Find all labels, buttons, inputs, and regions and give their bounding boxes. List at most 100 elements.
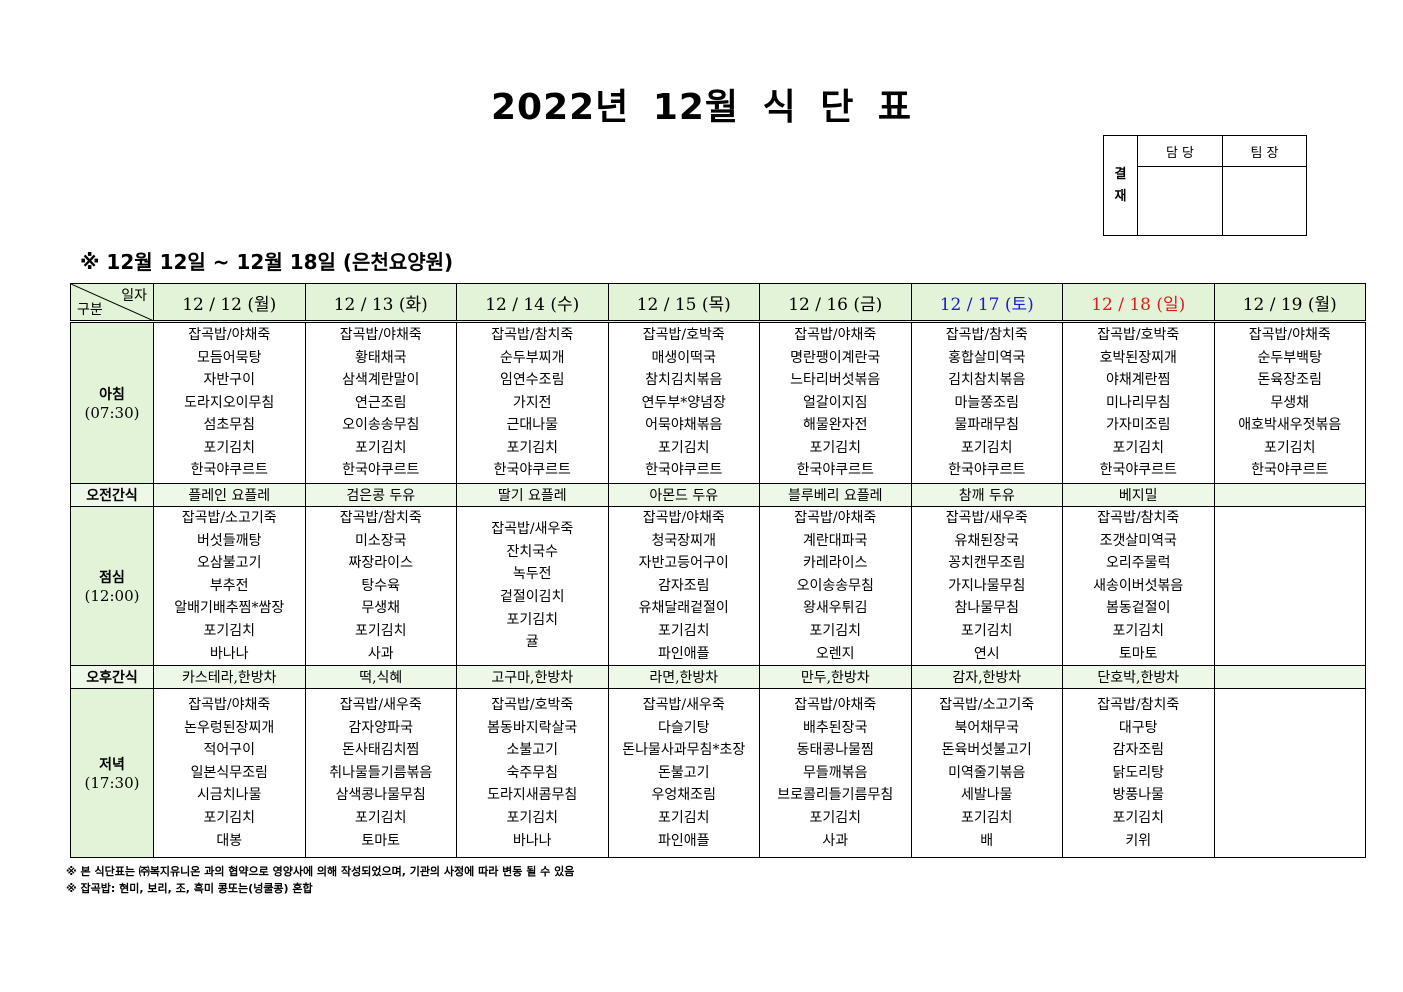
menu-item: 잡곡밥/야채죽: [794, 697, 877, 714]
footnotes: ※ 본 식단표는 ㈜복지유니온 과의 협약으로 영양사에 의해 작성되었으며, …: [66, 863, 574, 897]
dinner-row: 저녁 (17:30) 잡곡밥/야채죽 논우렁된장찌개 적어구이 일본식무조림 시금치나물 포기…: [70, 688, 1366, 859]
week-subtitle: ※ 12월 12일 ~ 12월 18일 (은천요양원): [80, 250, 454, 274]
lunch-label: 점심 (12:00): [70, 505, 154, 667]
lunch-row: 점심 (12:00) 잡곡밥/소고기죽 버섯들깨탕 오삼불고기 부추전 알배기배추찜*쌈장 포…: [70, 505, 1366, 667]
menu-item: 한국야쿠르트: [796, 462, 874, 479]
menu-item: 잡곡밥/새우죽: [339, 697, 422, 714]
meal-name: 오전간식: [86, 488, 138, 504]
menu-item: 연근조림: [354, 394, 407, 411]
snack-cell: 만두,한방차: [759, 665, 912, 690]
meal-time: (07:30): [84, 404, 140, 422]
approval-label-bottom: 재: [1114, 188, 1127, 204]
menu-cell: 잡곡밥/야채죽 순두부백탕 돈육장조림 무생채 애호박새우젓볶음 포기김치 한국야쿠르트: [1213, 321, 1366, 484]
menu-item: 토마토: [1118, 645, 1158, 662]
menu-item: 포기김치: [354, 810, 407, 827]
menu-table: 일자 구분 12 / 12 (월) 12 / 13 (화) 12 / 14 (수) 12 …: [70, 283, 1366, 859]
menu-item: 시금치나물: [197, 787, 262, 804]
menu-cell: 잡곡밥/호박죽 호박된장찌개 야채계란찜 미나리무침 가자미조림 포기김치 한국야쿠르트: [1062, 321, 1215, 484]
menu-cell: 잡곡밥/소고기죽 버섯들깨탕 오삼불고기 부추전 알배기배추찜*쌈장 포기김치 바나나: [153, 505, 306, 667]
menu-item: 연시: [973, 645, 1000, 662]
snack-cell: [1213, 665, 1366, 690]
menu-item: 바나나: [512, 832, 552, 849]
footnote: ※ 잡곡밥: 현미, 보리, 조, 흑미 콩또는(넝쿨콩) 혼합: [66, 882, 313, 895]
menu-item: 키위: [1125, 832, 1152, 849]
snack-cell: 블루베리 요플레: [759, 483, 912, 507]
menu-item: 삼색계란말이: [342, 372, 420, 389]
menu-item: 도라지새콤무침: [487, 787, 578, 804]
menu-item: 돈육장조림: [1257, 372, 1322, 389]
day-header: 12 / 16 (금): [759, 283, 912, 323]
menu-item: 무생채: [361, 600, 401, 617]
menu-item: 대봉: [216, 832, 243, 849]
menu-item: 동태콩나물찜: [796, 742, 874, 759]
menu-item: 취나물들기름볶음: [329, 764, 433, 781]
menu-item: 한국야쿠르트: [948, 462, 1026, 479]
menu-item: 잡곡밥/야채죽: [642, 510, 725, 526]
menu-item: 조갯살미역국: [1099, 532, 1177, 549]
menu-item: 한국야쿠르트: [1099, 462, 1177, 479]
snack-cell: 카스테라,한방차: [153, 665, 306, 690]
day-header: 12 / 15 (목): [607, 283, 760, 323]
approval-sign-manager[interactable]: [1222, 166, 1307, 236]
meal-name: 점심: [99, 570, 125, 587]
menu-item: 소불고기: [506, 742, 559, 759]
day-header: 12 / 17 (토): [910, 283, 1063, 323]
menu-item: 봄동겉절이: [1106, 600, 1171, 617]
menu-item: 잡곡밥/새우죽: [945, 510, 1028, 526]
menu-item: 애호박새우젓볶음: [1238, 417, 1342, 434]
menu-item: 잡곡밥/야채죽: [1248, 326, 1331, 343]
snack-cell: 단호박,한방차: [1062, 665, 1215, 690]
menu-item: 포기김치: [203, 439, 256, 456]
menu-cell: 잡곡밥/새우죽 감자양파국 돈사태김치찜 취나물들기름볶음 삼색콩나물무침 포기김치 토마토: [304, 688, 457, 859]
meal-name: 오후간식: [86, 670, 138, 687]
afternoon_snack-label: 오후간식: [70, 665, 154, 690]
header-row: 일자 구분 12 / 12 (월) 12 / 13 (화) 12 / 14 (수) 12 …: [70, 283, 1366, 323]
menu-item: 잔치국수: [506, 543, 559, 560]
footnote: ※ 본 식단표는 ㈜복지유니온 과의 협약으로 영양사에 의해 작성되었으며, …: [66, 865, 575, 878]
category-label: 구분: [77, 302, 103, 318]
menu-item: 호박된장찌개: [1099, 349, 1177, 366]
menu-item: 미나리무침: [1106, 394, 1171, 411]
menu-item: 부추전: [209, 577, 249, 594]
snack-cell: 아몬드 두유: [607, 483, 760, 507]
snack-cell: [1213, 483, 1366, 507]
day-header: 12 / 14 (수): [456, 283, 609, 323]
menu-item: 짜장라이스: [348, 555, 413, 572]
menu-cell: 잡곡밥/소고기죽 북어채무국 돈육버섯불고기 미역줄기볶음 세발나물 포기김치 배: [910, 688, 1063, 859]
menu-item: 연두부*양념장: [641, 394, 726, 411]
menu-item: 포기김치: [506, 611, 559, 628]
menu-item: 청국장찌개: [651, 532, 716, 549]
approval-col-staff: 담 당: [1137, 134, 1223, 168]
day-header: 12 / 19 (월): [1213, 283, 1366, 323]
menu-item: 순두부찌개: [500, 349, 565, 366]
approval-col-manager: 팀 장: [1222, 134, 1307, 168]
menu-item: 꽁치캔무조림: [948, 555, 1026, 572]
menu-item: 포기김치: [1112, 810, 1165, 827]
snack-cell: 라면,한방차: [607, 665, 760, 690]
menu-item: 토마토: [361, 832, 401, 849]
menu-item: 어묵야채볶음: [645, 417, 723, 434]
menu-item: 버섯들깨탕: [197, 532, 262, 549]
menu-item: 포기김치: [1112, 439, 1165, 456]
menu-item: 잡곡밥/참치죽: [491, 326, 574, 343]
menu-item: 유채달래겉절이: [638, 600, 729, 617]
menu-item: 숙주무침: [506, 764, 559, 781]
breakfast-label: 아침 (07:30): [70, 321, 154, 484]
meal-time: (17:30): [84, 774, 140, 793]
menu-cell: 잡곡밥/호박죽 봄동바지락살국 소불고기 숙주무침 도라지새콤무침 포기김치 바나나: [456, 688, 609, 859]
menu-item: 잡곡밥/야채죽: [794, 326, 877, 343]
menu-item: 포기김치: [960, 622, 1013, 639]
menu-item: 유채된장국: [954, 532, 1019, 549]
menu-item: 포기김치: [809, 810, 862, 827]
menu-item: 야채계란찜: [1106, 372, 1171, 389]
menu-item: 무들깨볶음: [803, 764, 868, 781]
snack-cell: 참깨 두유: [910, 483, 1063, 507]
menu-cell: 잡곡밥/참치죽 순두부찌개 임연수조림 가지전 근대나물 포기김치 한국야쿠르트: [456, 321, 609, 484]
menu-cell: 잡곡밥/야채죽 황태채국 삼색계란말이 연근조림 오이송송무침 포기김치 한국야쿠르트: [304, 321, 457, 484]
menu-cell: 잡곡밥/야채죽 명란팽이계란국 느타리버섯볶음 얼갈이지짐 해물완자전 포기김치 한국야쿠르…: [759, 321, 912, 484]
approval-sign-staff[interactable]: [1137, 166, 1223, 236]
snack-cell: 고구마,한방차: [456, 665, 609, 690]
menu-item: 섬초무침: [203, 417, 256, 434]
menu-item: 잡곡밥/참치죽: [339, 510, 422, 526]
menu-item: 잡곡밥/야채죽: [188, 697, 271, 714]
